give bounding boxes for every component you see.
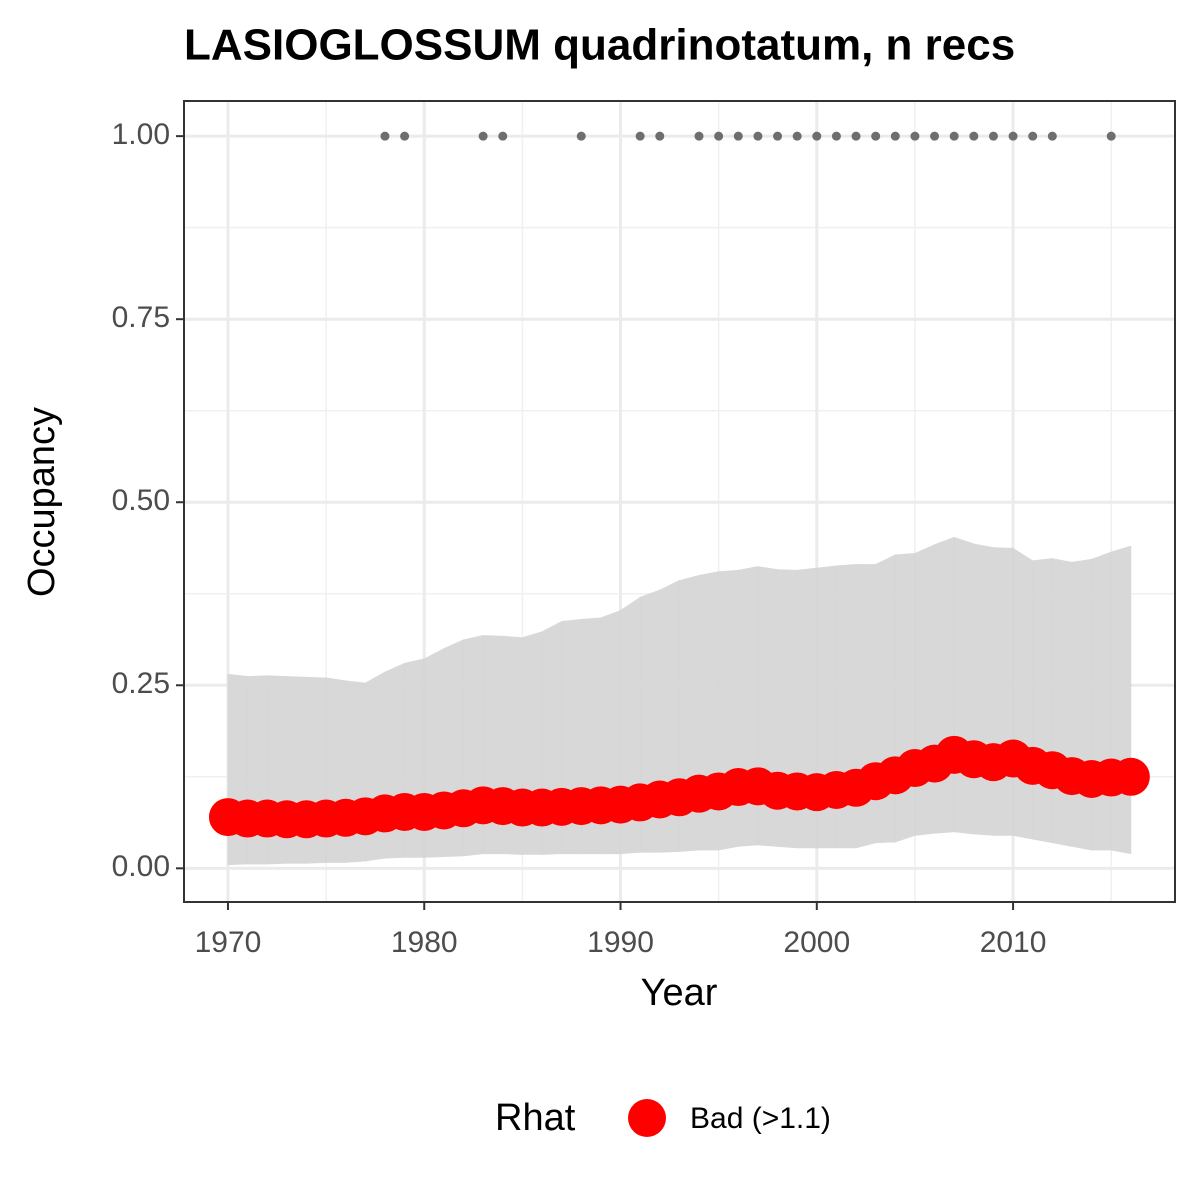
x-tick-label: 1970 [195, 926, 262, 959]
record-point [969, 131, 979, 141]
record-point [1028, 131, 1038, 141]
interval-band [993, 547, 1014, 836]
record-point [1008, 131, 1018, 141]
record-point [694, 131, 704, 141]
y-axis-label: Occupancy [21, 407, 63, 597]
record-point [812, 131, 822, 141]
interval-band [1071, 558, 1092, 851]
series-point [1111, 757, 1150, 796]
legend-label: Bad (>1.1) [690, 1102, 831, 1135]
interval-band [934, 536, 955, 834]
y-tick-label: 0.25 [112, 667, 170, 700]
x-tick-label: 1990 [587, 926, 654, 959]
record-point [400, 131, 410, 141]
y-tick-label: 0.75 [112, 301, 170, 334]
y-tick-label: 0.50 [112, 484, 170, 517]
record-point [498, 131, 508, 141]
interval-band [973, 543, 994, 836]
interval-band [1110, 545, 1132, 855]
interval-band [1032, 558, 1053, 844]
record-point [635, 131, 645, 141]
record-point [478, 131, 488, 141]
interval-band [1091, 551, 1112, 851]
interval-band [914, 544, 935, 836]
y-tick-label: 1.00 [112, 118, 170, 151]
interval-band [953, 536, 975, 835]
x-axis-label: Year [641, 972, 718, 1014]
record-point [714, 131, 724, 141]
legend-title: Rhat [495, 1097, 576, 1139]
record-point [773, 131, 783, 141]
x-tick-label: 1980 [391, 926, 458, 959]
record-point [753, 131, 763, 141]
record-point [1047, 131, 1057, 141]
record-point [1106, 131, 1116, 141]
record-point [988, 131, 998, 141]
legend-key [628, 1099, 666, 1137]
record-point [792, 131, 802, 141]
interval-band [1012, 547, 1034, 840]
record-point [655, 131, 665, 141]
record-point [733, 131, 743, 141]
x-tick-label: 2000 [783, 926, 850, 959]
record-point [930, 131, 940, 141]
record-point [831, 131, 841, 141]
record-point [910, 131, 920, 141]
chart-title: LASIOGLOSSUM quadrinotatum, n recs [184, 21, 1015, 70]
record-point [890, 131, 900, 141]
interval-band [894, 553, 916, 843]
record-point [380, 131, 390, 141]
interval-band [1051, 558, 1073, 847]
record-point [576, 131, 586, 141]
x-tick-label: 2010 [980, 926, 1047, 959]
record-point [949, 131, 959, 141]
plot-border [183, 100, 1176, 903]
record-point [871, 131, 881, 141]
y-tick-label: 0.00 [112, 850, 170, 883]
record-point [851, 131, 861, 141]
